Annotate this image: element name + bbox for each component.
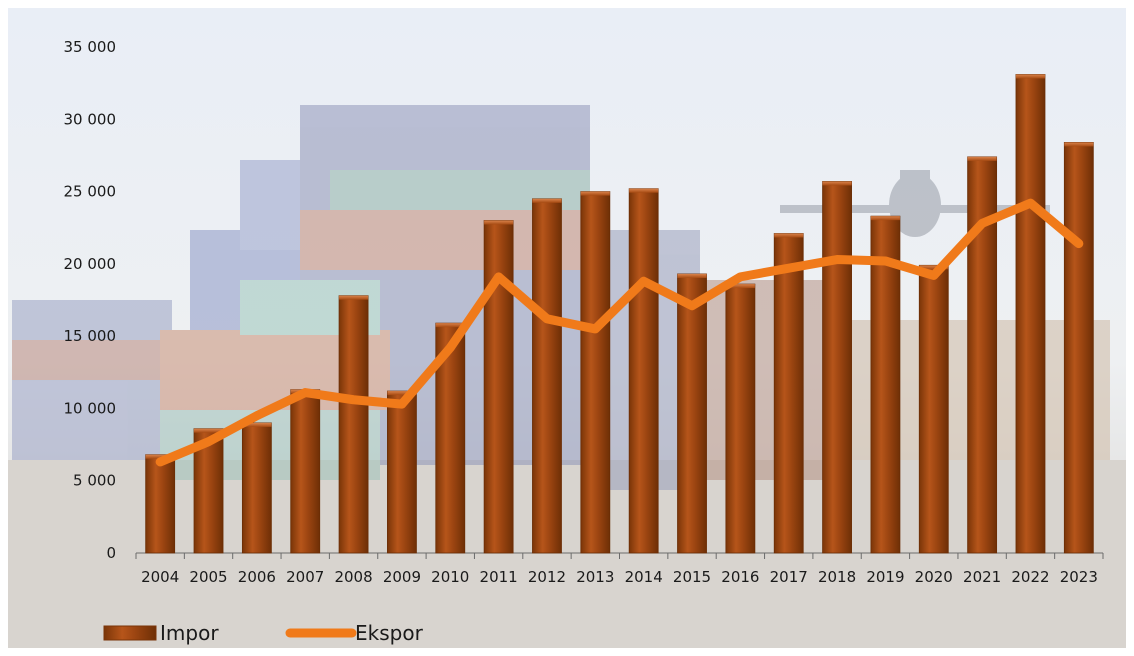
impor-bar: [483, 220, 514, 554]
impor-bar-cap: [919, 265, 949, 270]
y-tick-label: 0: [106, 544, 116, 562]
impor-bar: [822, 181, 852, 554]
impor-bar-cap: [194, 428, 224, 433]
legend: Impor Ekspor: [103, 621, 424, 645]
x-tick-label: 2022: [1011, 568, 1049, 586]
x-tick-label: 2021: [963, 568, 1001, 586]
x-tick-label: 2012: [528, 568, 566, 586]
x-tick-label: 2007: [286, 568, 324, 586]
legend-impor-swatch: [103, 625, 157, 641]
impor-bar-cap: [387, 391, 417, 396]
ekspor-line: [155, 198, 1084, 467]
x-tick-label: 2015: [673, 568, 711, 586]
impor-bar: [580, 191, 611, 554]
y-tick-label: 25 000: [64, 183, 117, 201]
ekspor-point: [933, 274, 935, 276]
ekspor-point: [594, 328, 596, 330]
impor-bar: [773, 233, 804, 554]
impor-bar-cap: [1064, 142, 1094, 147]
y-tick-label: 10 000: [64, 399, 117, 417]
x-tick-label: 2016: [721, 568, 759, 586]
impor-bar-cap: [677, 273, 707, 278]
impor-bar: [387, 390, 417, 554]
ekspor-point: [546, 318, 548, 320]
y-axis: 0 5 000 10 000 15 000 20 000 25 000 30 000 35 0…: [64, 38, 117, 562]
legend-impor-label: Impor: [160, 621, 219, 645]
impor-bars: [145, 74, 1094, 554]
x-tick-label: 2006: [238, 568, 276, 586]
ekspor-point: [691, 305, 693, 307]
impor-bar-cap: [484, 220, 514, 225]
y-tick-label: 30 000: [64, 110, 117, 128]
ekspor-point: [643, 280, 645, 282]
impor-bar: [532, 198, 562, 554]
ekspor-point: [1078, 243, 1080, 245]
x-tick-label: 2020: [915, 568, 953, 586]
impor-bar-cap: [774, 233, 804, 238]
legend-item-ekspor: Ekspor: [285, 621, 424, 645]
x-tick-label: 2013: [576, 568, 614, 586]
x-tick-label: 2018: [818, 568, 856, 586]
x-tick-label: 2017: [770, 568, 808, 586]
x-tick-label: 2009: [383, 568, 421, 586]
y-tick-label: 5 000: [73, 472, 116, 490]
x-tick-label: 2019: [866, 568, 904, 586]
background-image: [8, 8, 1126, 648]
ekspor-point: [788, 267, 790, 269]
y-tick-label: 35 000: [64, 38, 117, 56]
impor-bar-cap: [532, 198, 562, 203]
impor-bar: [145, 454, 176, 554]
impor-bar-cap: [1015, 74, 1045, 79]
impor-bar-cap: [967, 156, 997, 161]
y-tick-label: 20 000: [64, 255, 117, 273]
x-tick-label: 2023: [1060, 568, 1098, 586]
impor-bar-cap: [629, 188, 659, 193]
impor-bar: [241, 422, 272, 554]
ekspor-point: [208, 441, 210, 443]
ekspor-point: [1029, 202, 1031, 204]
x-tick-label: 2011: [480, 568, 518, 586]
legend-item-impor: Impor: [103, 621, 219, 645]
ekspor-point: [739, 276, 741, 278]
impor-bar: [870, 215, 901, 554]
ekspor-point: [304, 392, 306, 394]
impor-bar: [1063, 142, 1094, 554]
impor-bar: [918, 264, 949, 554]
x-tick-label: 2004: [141, 568, 179, 586]
impor-bar: [1015, 74, 1046, 554]
ekspor-point: [884, 260, 886, 262]
impor-bar: [628, 188, 659, 554]
ekspor-line-group: [155, 198, 1084, 467]
x-tick-label: 2005: [189, 568, 227, 586]
impor-bar-cap: [435, 323, 465, 328]
legend-ekspor-label: Ekspor: [355, 621, 424, 645]
ekspor-point: [159, 461, 161, 463]
impor-bar-cap: [339, 295, 369, 300]
ekspor-point: [353, 399, 355, 401]
ekspor-point: [981, 222, 983, 224]
impor-bar-cap: [580, 191, 610, 196]
x-tick-label: 2008: [334, 568, 372, 586]
y-tick-label: 15 000: [64, 327, 117, 345]
ekspor-point: [498, 276, 500, 278]
impor-bar: [290, 389, 321, 554]
x-tick-label: 2010: [431, 568, 469, 586]
impor-bar-cap: [870, 216, 900, 221]
impor-bar: [677, 273, 707, 554]
ekspor-point: [449, 347, 451, 349]
impor-bar-cap: [725, 284, 755, 289]
ekspor-point: [401, 403, 403, 405]
ekspor-point: [256, 415, 258, 417]
impor-bar-cap: [145, 454, 175, 459]
impor-bar-cap: [242, 422, 272, 427]
ekspor-point: [836, 259, 838, 261]
impor-bar: [725, 283, 756, 554]
impor-bar: [338, 295, 369, 554]
x-tick-label: 2014: [625, 568, 663, 586]
impor-bar-cap: [822, 181, 852, 186]
